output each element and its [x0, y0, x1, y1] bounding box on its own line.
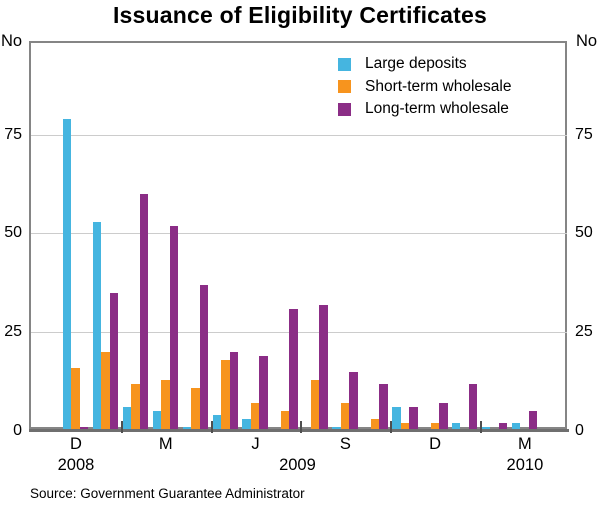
bar-long-term-wholesale [229, 351, 239, 431]
x-tick-label-M-3: M [158, 435, 173, 453]
legend-label-large-deposits: Large deposits [365, 55, 467, 72]
y-tick-label-right-0: 0 [575, 422, 584, 439]
bar-large-deposits [242, 419, 251, 431]
bar-long-term-wholesale [409, 407, 418, 431]
legend-swatch-long-term-wholesale [338, 102, 351, 116]
bar-short-term-wholesale [340, 403, 350, 431]
bar-long-term-wholesale [319, 304, 328, 431]
x-axis-line [29, 428, 569, 432]
bar-long-term-wholesale [169, 225, 179, 431]
bar-short-term-wholesale [161, 379, 170, 431]
bar-large-deposits [62, 118, 72, 431]
gridline-25 [31, 332, 567, 334]
bar-long-term-wholesale [498, 423, 508, 431]
x-tick-label-D-0: D [69, 435, 82, 453]
y-axis-unit-right: No [576, 32, 598, 50]
x-axis-quarter-tick [210, 421, 213, 433]
bar-long-term-wholesale [199, 284, 209, 431]
x-axis-quarter-tick [120, 421, 123, 433]
legend-item-short-term-wholesale: Short-term wholesale [338, 78, 558, 96]
legend-label-long-term-wholesale: Long-term wholesale [365, 100, 509, 117]
bar-short-term-wholesale [310, 379, 320, 431]
bar-short-term-wholesale [221, 359, 230, 431]
y-tick-label-left-50: 50 [4, 224, 22, 242]
x-tick-label-J-6: J [251, 435, 260, 453]
source-note: Source: Government Guarantee Administrat… [30, 486, 305, 501]
bar-long-term-wholesale [289, 308, 298, 431]
bar-short-term-wholesale [430, 423, 440, 431]
bar-large-deposits [451, 423, 461, 431]
chart-title: Issuance of Eligibility Certificates [112, 2, 488, 28]
bar-large-deposits [92, 221, 102, 431]
plot-area [29, 41, 567, 429]
bar-large-deposits [152, 411, 162, 431]
bar-short-term-wholesale [131, 383, 140, 431]
legend-swatch-short-term-wholesale [338, 80, 351, 93]
bar-long-term-wholesale [379, 383, 388, 431]
year-label-2008: 2008 [57, 456, 95, 474]
bar-short-term-wholesale [250, 403, 260, 431]
x-axis-quarter-tick [480, 421, 483, 433]
gridline-75 [31, 134, 567, 136]
x-tick-label-S-9: S [339, 435, 351, 453]
bar-short-term-wholesale [400, 423, 410, 431]
bar-short-term-wholesale [280, 411, 290, 431]
legend-item-large-deposits: Large deposits [338, 55, 558, 73]
y-tick-label-right-75: 75 [575, 125, 593, 143]
bar-large-deposits [122, 407, 132, 431]
bar-long-term-wholesale [439, 403, 448, 431]
y-tick-label-right-25: 25 [575, 323, 593, 341]
bar-large-deposits [392, 407, 401, 431]
bar-long-term-wholesale [528, 411, 538, 431]
year-label-2009: 2009 [279, 456, 316, 474]
x-tick-label-D-12: D [429, 435, 442, 453]
legend-label-short-term-wholesale: Short-term wholesale [365, 77, 512, 95]
gridline-50 [31, 233, 567, 235]
bar-short-term-wholesale [191, 387, 200, 431]
bar-long-term-wholesale [139, 193, 149, 431]
year-label-2010: 2010 [506, 456, 544, 474]
x-axis-quarter-tick [300, 421, 303, 433]
legend-swatch-large-deposits [338, 57, 351, 71]
bar-short-term-wholesale [101, 351, 110, 431]
legend-item-long-term-wholesale: Long-term wholesale [338, 100, 558, 118]
bar-large-deposits [212, 415, 222, 431]
bar-short-term-wholesale [71, 367, 80, 431]
y-tick-label-right-50: 50 [575, 224, 593, 242]
bar-long-term-wholesale [109, 292, 119, 431]
y-tick-label-left-25: 25 [4, 323, 22, 341]
y-tick-label-left-75: 75 [4, 125, 22, 143]
bar-long-term-wholesale [259, 355, 268, 431]
y-tick-label-left-0: 0 [13, 422, 22, 439]
bar-short-term-wholesale [370, 419, 380, 431]
bar-large-deposits [511, 423, 521, 431]
x-axis-quarter-tick [390, 421, 393, 433]
x-tick-label-M-15: M [518, 435, 532, 453]
y-axis-unit-left: No [1, 32, 23, 50]
bar-long-term-wholesale [349, 371, 358, 431]
bar-long-term-wholesale [468, 383, 478, 431]
